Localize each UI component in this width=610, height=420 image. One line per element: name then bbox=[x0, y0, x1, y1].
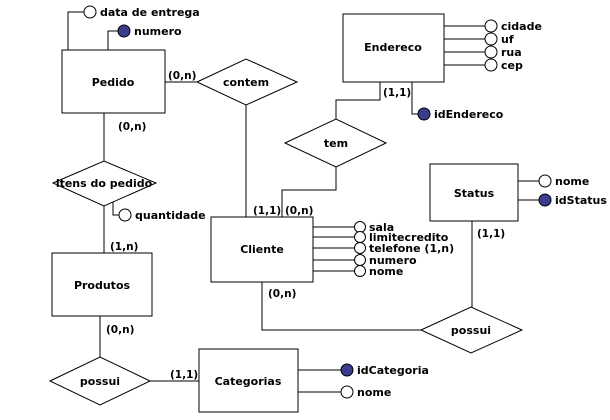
attribute-circle-telefone bbox=[354, 242, 366, 254]
attribute-sala: sala bbox=[369, 221, 394, 234]
attribute-status-nome: nome bbox=[555, 175, 589, 188]
cardinality-cliente-possui: (0,n) bbox=[268, 288, 296, 300]
entity-endereco-box bbox=[342, 13, 445, 83]
cardinality-status-possui: (1,1) bbox=[477, 228, 505, 240]
attributes-itens-do-pedido: quantidade bbox=[118, 208, 206, 222]
entity-endereco: Endereco bbox=[342, 13, 445, 83]
entity-endereco-label: Endereco bbox=[364, 41, 422, 54]
attribute-idendereco: idEndereco bbox=[434, 108, 504, 121]
relationship-itens-label: itens do pedido bbox=[56, 177, 153, 190]
attribute-cliente-numero: numero bbox=[369, 254, 417, 267]
entity-produtos: Produtos bbox=[51, 252, 153, 317]
relationship-possui-categoria-diamond bbox=[48, 356, 152, 406]
relationship-tem-diamond bbox=[283, 118, 388, 168]
relationship-possui-categoria: possui bbox=[48, 356, 152, 406]
attribute-circle-cidade bbox=[484, 19, 498, 33]
entity-pedido: Pedido bbox=[61, 49, 166, 114]
attribute-circle-cliente-numero bbox=[354, 254, 366, 266]
stem-idendereco bbox=[411, 82, 418, 115]
stem-pedido-numero bbox=[107, 30, 118, 50]
entity-categorias: Categorias bbox=[198, 348, 299, 413]
entity-status: Status bbox=[429, 163, 519, 222]
relationship-possui-status-diamond bbox=[419, 306, 524, 354]
line-tem-cliente bbox=[281, 167, 337, 217]
attribute-idcategoria: idCategoria bbox=[357, 364, 429, 377]
attribute-limitecredito: limitecredito bbox=[369, 231, 449, 244]
entity-produtos-label: Produtos bbox=[74, 279, 131, 292]
attribute-circle-limitecredito bbox=[354, 231, 366, 243]
attributes-status: nome idStatus bbox=[538, 174, 607, 207]
relationship-itens-diamond bbox=[51, 160, 158, 207]
stem-data-de-entrega bbox=[67, 11, 84, 50]
attribute-circle-uf bbox=[484, 32, 498, 46]
entity-pedido-label: Pedido bbox=[92, 76, 135, 89]
attribute-circle-data-de-entrega bbox=[83, 5, 97, 19]
cardinality-categorias-possui: (1,1) bbox=[170, 369, 198, 381]
key-attribute-circle-pedido-numero bbox=[117, 24, 131, 38]
relationship-possui-status-label: possui bbox=[451, 324, 491, 337]
attribute-circle-status-nome bbox=[538, 174, 552, 188]
attribute-uf: uf bbox=[501, 33, 514, 46]
relationship-possui-categoria-label: possui bbox=[80, 375, 120, 388]
entity-status-label: Status bbox=[454, 187, 495, 200]
cardinality-produtos-possui: (0,n) bbox=[106, 324, 134, 336]
entity-categorias-box bbox=[198, 348, 299, 413]
relationship-lines bbox=[99, 81, 473, 382]
relationship-tem-label: tem bbox=[324, 137, 348, 150]
cardinality-labels: (0,n) (0,n) (1,1) (1,1) (0,n) (1,1) (0,n… bbox=[106, 70, 505, 381]
attribute-pedido-numero: numero bbox=[134, 25, 182, 38]
attribute-categorias-nome: nome bbox=[357, 386, 391, 399]
attributes-endereco: cidade uf rua cep idEndereco bbox=[417, 19, 542, 121]
cardinality-cliente-tem-left: (1,1) bbox=[253, 205, 281, 217]
attribute-circle-cep bbox=[484, 58, 498, 72]
entity-categorias-label: Categorias bbox=[215, 375, 282, 388]
relationship-contem-diamond bbox=[195, 58, 299, 106]
attribute-circle-cliente-nome bbox=[354, 265, 366, 277]
entity-cliente-box bbox=[210, 216, 314, 283]
attribute-cidade: cidade bbox=[501, 20, 542, 33]
key-attribute-circle-idstatus bbox=[538, 193, 552, 207]
attributes-categorias: idCategoria nome bbox=[340, 363, 429, 399]
key-attribute-circle-idendereco bbox=[417, 107, 431, 121]
cardinality-pedido-itens: (0,n) bbox=[118, 121, 146, 133]
line-endereco-tem bbox=[335, 82, 381, 119]
entity-cliente: Cliente bbox=[210, 216, 314, 283]
relationship-contem: contem bbox=[195, 58, 299, 106]
cardinality-produtos-itens: (1,n) bbox=[110, 241, 138, 253]
key-attribute-circle-idcategoria bbox=[340, 363, 354, 377]
cardinality-cliente-tem-right: (0,n) bbox=[285, 205, 313, 217]
relationship-possui-status: possui bbox=[419, 306, 524, 354]
attributes-pedido: data de entrega numero bbox=[83, 5, 200, 38]
attributes-cliente: sala limitecredito telefone (1,n) numero… bbox=[354, 221, 454, 278]
attribute-cep: cep bbox=[501, 59, 523, 72]
attribute-rua: rua bbox=[501, 46, 522, 59]
attribute-quantidade: quantidade bbox=[135, 209, 206, 222]
attribute-data-de-entrega: data de entrega bbox=[100, 6, 200, 19]
stem-quantidade bbox=[112, 202, 119, 216]
attribute-circle-sala bbox=[354, 221, 366, 233]
attribute-circle-quantidade bbox=[118, 208, 132, 222]
relationship-contem-label: contem bbox=[223, 76, 269, 89]
attribute-circle-categorias-nome bbox=[340, 385, 354, 399]
entity-cliente-label: Cliente bbox=[240, 243, 284, 256]
attribute-telefone: telefone (1,n) bbox=[369, 242, 454, 255]
entity-produtos-box bbox=[51, 252, 153, 317]
relationship-itens-do-pedido: itens do pedido bbox=[51, 160, 158, 207]
line-possui-cliente bbox=[261, 282, 421, 331]
entity-pedido-box bbox=[61, 49, 166, 114]
attribute-stems bbox=[67, 11, 539, 393]
attribute-cliente-nome: nome bbox=[369, 265, 403, 278]
attribute-circle-rua bbox=[484, 45, 498, 59]
cardinality-pedido-contem: (0,n) bbox=[168, 70, 196, 82]
cardinality-endereco-tem: (1,1) bbox=[383, 87, 411, 99]
entity-status-box bbox=[429, 163, 519, 222]
relationship-tem: tem bbox=[283, 118, 388, 168]
attribute-idstatus: idStatus bbox=[555, 194, 607, 207]
